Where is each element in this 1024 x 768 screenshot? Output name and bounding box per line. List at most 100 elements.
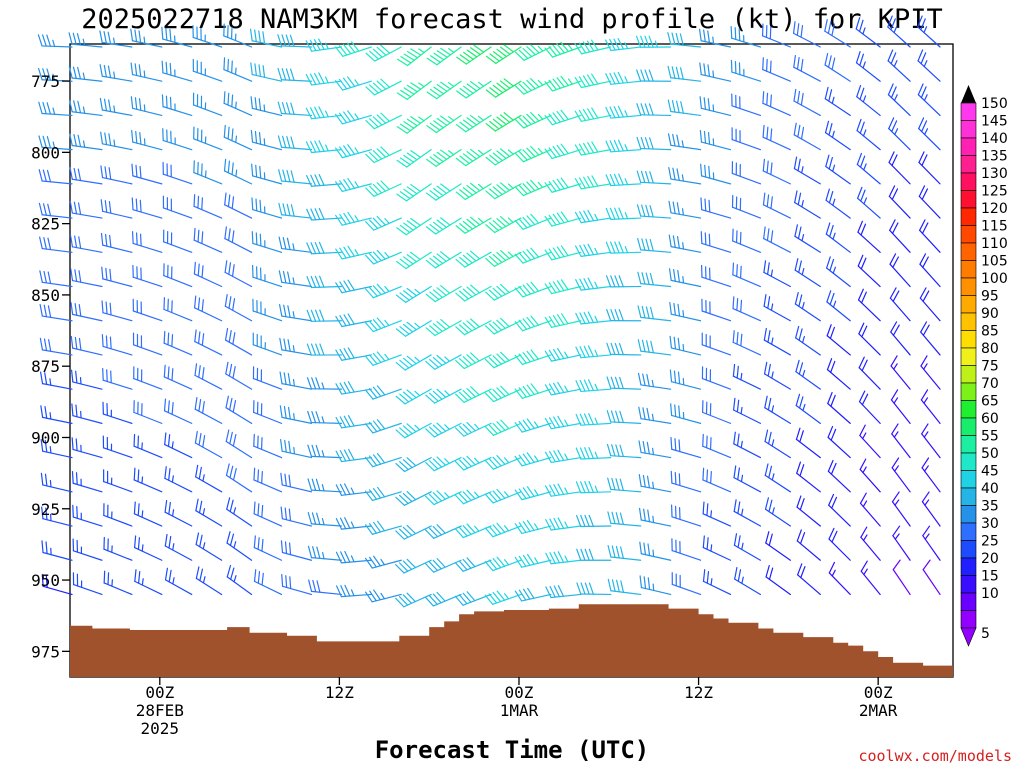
wind-barb <box>795 427 821 459</box>
barb-flag-full <box>350 41 360 52</box>
colorbar-swatch <box>960 225 977 244</box>
wind-barb <box>454 523 492 539</box>
barb-flag-full <box>921 188 929 201</box>
barb-flag-full <box>466 117 478 126</box>
barb-flag-half <box>831 130 835 138</box>
wind-barb <box>700 163 732 185</box>
barb-flag-full <box>518 252 528 263</box>
barb-shaft <box>888 195 911 219</box>
barb-shaft <box>795 371 821 390</box>
barb-flag-full <box>458 324 469 334</box>
barb-flag-full <box>496 387 506 397</box>
barb-flag-full <box>440 47 452 56</box>
barb-flag-full <box>254 130 258 144</box>
wind-barb <box>636 170 672 185</box>
barb-flag-full <box>584 582 590 595</box>
barb-flag-full <box>503 78 514 87</box>
barb-shaft <box>463 320 492 336</box>
barb-flag-full <box>436 287 447 296</box>
barb-flag-full <box>466 252 477 262</box>
barb-flag-full <box>74 269 78 283</box>
barb-shaft <box>793 134 821 151</box>
barb-flag-full <box>46 68 52 81</box>
barb-flag-full <box>615 444 620 457</box>
barb-flag-full <box>606 443 612 457</box>
barb-flag-full <box>338 45 348 56</box>
wind-barb <box>667 65 702 82</box>
barb-flag-full <box>860 189 866 202</box>
barb-flag-full <box>489 53 500 62</box>
barb-flag-half <box>624 42 629 50</box>
barb-flag-full <box>560 245 569 257</box>
barb-flag-full <box>311 444 317 458</box>
barb-flag-full <box>799 464 805 477</box>
barb-shaft <box>162 72 193 82</box>
barb-flag-full <box>732 296 735 310</box>
barb-flag-full <box>859 424 866 437</box>
barb-flag-full <box>232 400 237 413</box>
barb-flag-full <box>406 558 417 569</box>
barb-flag-full <box>395 361 406 371</box>
barb-flag-full <box>549 450 556 463</box>
barb-flag-full <box>590 39 599 51</box>
barb-flag-full <box>922 559 931 571</box>
barb-shaft <box>162 139 193 151</box>
barb-flag-full <box>793 88 797 102</box>
barb-flag-full <box>530 111 540 122</box>
barb-flag-full <box>399 326 410 335</box>
wind-barb <box>395 320 432 337</box>
barb-shaft <box>42 484 73 493</box>
barb-shaft <box>162 173 193 185</box>
barb-flag-full <box>339 180 347 191</box>
barb-flag-full <box>432 424 443 434</box>
barb-shaft <box>763 373 791 390</box>
wind-barb <box>225 429 253 459</box>
barb-flag-full <box>78 337 82 351</box>
barb-flag-full <box>462 558 472 569</box>
wind-barb <box>485 112 522 132</box>
barb-shaft <box>731 71 762 82</box>
barb-flag-full <box>576 514 582 528</box>
colorbar-label: 25 <box>981 534 999 550</box>
colorbar-label: 145 <box>981 114 1008 130</box>
barb-flag-full <box>514 287 524 298</box>
barb-flag-full <box>133 467 136 481</box>
barb-flag-full <box>677 269 681 283</box>
barb-flag-full <box>43 304 48 318</box>
barb-flag-full <box>318 207 325 220</box>
barb-flag-half <box>564 419 569 427</box>
colorbar-label: 130 <box>981 166 1008 182</box>
barb-flag-full <box>259 233 262 247</box>
barb-flag-full <box>380 180 390 190</box>
barb-shaft <box>921 501 941 527</box>
barb-flag-half <box>771 371 774 379</box>
barb-shaft <box>132 242 163 253</box>
barb-flag-full <box>642 407 646 420</box>
barb-flag-full <box>607 545 612 558</box>
barb-flag-full <box>829 224 834 238</box>
barb-flag-full <box>888 117 895 130</box>
barb-flag-full <box>887 49 894 62</box>
wind-barb <box>365 146 402 164</box>
barb-flag-full <box>110 370 112 384</box>
barb-flag-full <box>488 255 499 265</box>
barb-flag-full <box>372 319 382 330</box>
barb-flag-full <box>171 334 174 348</box>
barb-flag-half <box>384 353 390 361</box>
barb-flag-half <box>293 412 296 421</box>
barb-flag-full <box>310 275 317 288</box>
barb-shaft <box>919 297 941 322</box>
barb-flag-full <box>277 67 283 81</box>
barb-flag-full <box>455 191 466 201</box>
barb-flag-full <box>257 537 260 550</box>
barb-shaft <box>671 414 702 424</box>
wind-barb <box>307 410 342 424</box>
wind-barb <box>307 512 342 527</box>
barb-shaft <box>134 546 163 561</box>
barb-flag-half <box>893 431 899 438</box>
wind-barb <box>194 329 223 356</box>
barb-flag-full <box>455 124 467 133</box>
barb-flag-full <box>288 474 292 488</box>
barb-flag-full <box>861 359 868 372</box>
